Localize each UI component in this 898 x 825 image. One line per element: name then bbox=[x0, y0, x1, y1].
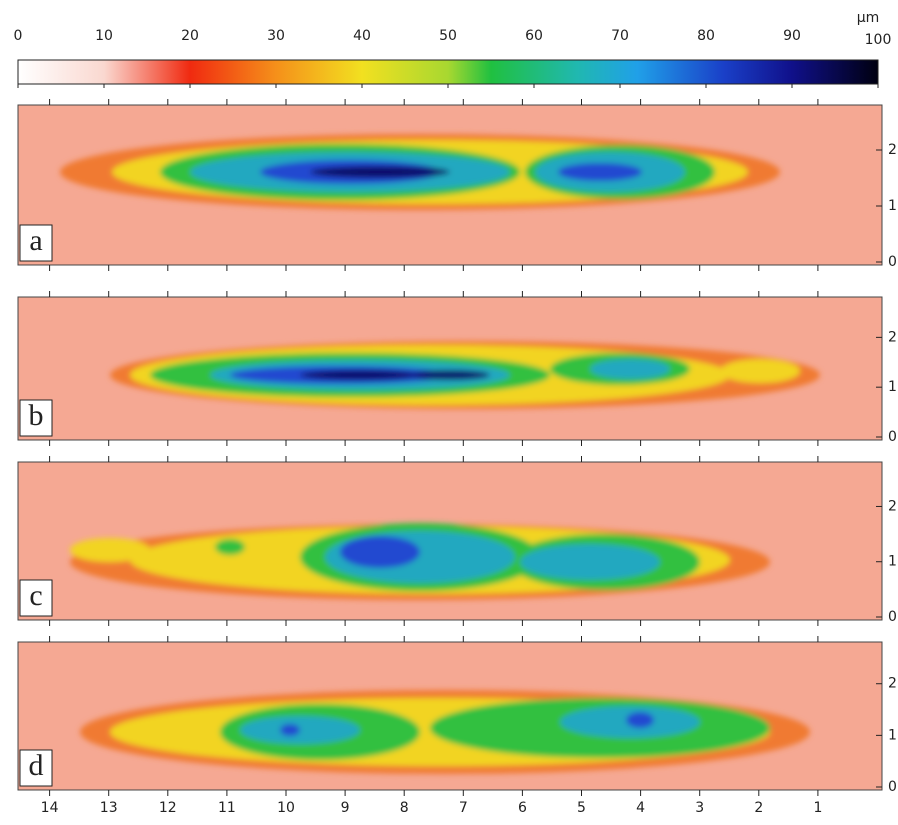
panel-label-box bbox=[19, 399, 53, 437]
crater bbox=[80, 690, 810, 774]
y-tick-label: 0 bbox=[888, 779, 897, 795]
crater-level bbox=[590, 359, 670, 379]
y-tick-label: 0 bbox=[888, 609, 897, 625]
panel-label-box bbox=[19, 224, 53, 262]
x-tick-label: 12 bbox=[159, 800, 177, 816]
y-tick-label: 2 bbox=[888, 498, 897, 514]
y-tick-label: 1 bbox=[888, 554, 897, 570]
colorbar-tick-label: 90 bbox=[783, 28, 801, 44]
colorbar-tick-label: 0 bbox=[14, 28, 23, 44]
colorbar-tick-label: 10 bbox=[95, 28, 113, 44]
x-tick-label: 10 bbox=[277, 800, 295, 816]
colorbar-tick-label: 60 bbox=[525, 28, 543, 44]
panel-label-box bbox=[19, 579, 53, 617]
y-tick-label: 2 bbox=[888, 329, 897, 345]
depth-map: a 0 1 2 bbox=[17, 99, 897, 271]
x-tick-label: 3 bbox=[695, 800, 704, 816]
y-tick-label: 1 bbox=[888, 379, 897, 395]
y-tick-label: 0 bbox=[888, 254, 897, 270]
x-tick-label: 1 bbox=[813, 800, 822, 816]
crater-level bbox=[626, 712, 654, 728]
depth-map: d 0 1 2 bbox=[17, 636, 897, 796]
depth-map: b 0 1 2 bbox=[17, 291, 897, 446]
crater bbox=[70, 523, 770, 600]
colorbar-tick-label: 70 bbox=[611, 28, 629, 44]
x-tick-label: 2 bbox=[754, 800, 763, 816]
y-tick-label: 2 bbox=[888, 676, 897, 692]
crater-level bbox=[520, 544, 660, 580]
x-tick-label: 9 bbox=[341, 800, 350, 816]
x-tick-label: 8 bbox=[400, 800, 409, 816]
x-tick-label: 6 bbox=[518, 800, 527, 816]
crater-level bbox=[280, 724, 300, 736]
crater-level bbox=[410, 370, 490, 380]
panel-label-box bbox=[19, 749, 53, 787]
crater-level bbox=[310, 166, 450, 178]
crater-level bbox=[215, 539, 245, 555]
colorbar-tick-label: 100 bbox=[865, 32, 892, 48]
x-tick-label: 5 bbox=[577, 800, 586, 816]
crater bbox=[60, 134, 780, 210]
colorbar-unit: µm bbox=[857, 10, 880, 26]
colorbar-tick-label: 40 bbox=[353, 28, 371, 44]
colorbar-tick-label: 50 bbox=[439, 28, 457, 44]
y-tick-label: 1 bbox=[888, 198, 897, 214]
crater-level bbox=[70, 538, 150, 562]
panel-label: b bbox=[29, 399, 44, 432]
y-tick-label: 2 bbox=[888, 142, 897, 158]
y-tick-label: 1 bbox=[888, 727, 897, 743]
crater-level bbox=[340, 536, 420, 568]
panel-label: a bbox=[29, 224, 42, 257]
crater bbox=[110, 341, 820, 409]
x-tick-label: 7 bbox=[459, 800, 468, 816]
colorbar-tick-label: 80 bbox=[697, 28, 715, 44]
colorbar-tick-label: 20 bbox=[181, 28, 199, 44]
colorbar bbox=[17, 59, 879, 85]
x-tick-label: 11 bbox=[218, 800, 236, 816]
y-tick-label: 0 bbox=[888, 429, 897, 445]
x-tick-label: 4 bbox=[636, 800, 645, 816]
crater-level bbox=[558, 163, 642, 181]
crater-level bbox=[300, 370, 420, 380]
depth-map: c 0 1 2 bbox=[17, 456, 897, 626]
panel-label: c bbox=[29, 579, 42, 612]
x-tick-label: 14 bbox=[41, 800, 59, 816]
crater-level bbox=[720, 359, 800, 383]
colorbar-tick-label: 30 bbox=[267, 28, 285, 44]
x-tick-label: 13 bbox=[100, 800, 118, 816]
panel-label: d bbox=[29, 749, 44, 782]
